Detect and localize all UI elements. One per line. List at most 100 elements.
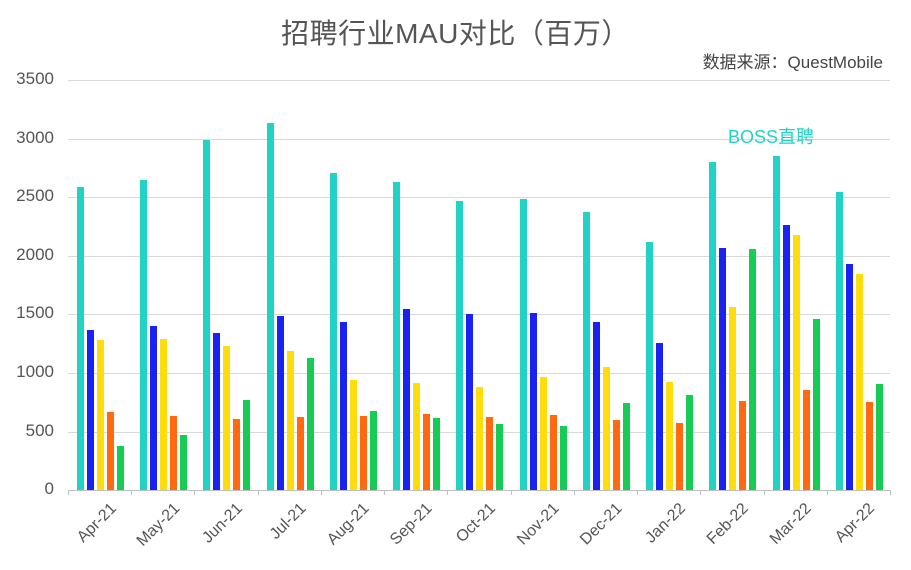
bar bbox=[369, 410, 377, 491]
x-tick-label: Jan-22 bbox=[642, 500, 689, 547]
x-tick-label: Sep-21 bbox=[387, 500, 436, 549]
bar bbox=[276, 316, 284, 491]
x-axis bbox=[68, 490, 890, 491]
bar bbox=[286, 350, 294, 491]
bar bbox=[519, 199, 527, 491]
y-tick-label: 500 bbox=[25, 420, 54, 440]
bar bbox=[223, 345, 231, 491]
bar bbox=[306, 357, 314, 491]
bar bbox=[835, 191, 843, 491]
y-tick-label: 1500 bbox=[16, 303, 54, 323]
bar bbox=[812, 319, 820, 491]
bar bbox=[150, 325, 158, 491]
x-tick bbox=[573, 490, 575, 495]
x-tick-label: Aug-21 bbox=[324, 500, 373, 549]
bar bbox=[676, 423, 684, 491]
bar bbox=[592, 322, 600, 491]
bar bbox=[466, 313, 474, 491]
bar bbox=[656, 343, 664, 491]
bar bbox=[140, 179, 148, 491]
bar bbox=[792, 234, 800, 491]
bar bbox=[456, 201, 464, 491]
bar bbox=[233, 419, 241, 491]
x-tick-label: Apr-21 bbox=[73, 500, 120, 546]
x-tick-label: Feb-22 bbox=[704, 500, 752, 548]
bar bbox=[539, 376, 547, 491]
bar bbox=[180, 434, 188, 491]
x-tick-label: Oct-21 bbox=[453, 500, 500, 546]
bar bbox=[496, 423, 504, 491]
y-tick-label: 1000 bbox=[16, 362, 54, 382]
chart-title: 招聘行业MAU对比（百万） bbox=[281, 18, 630, 49]
x-tick bbox=[763, 490, 765, 495]
y-tick-label: 3000 bbox=[16, 127, 54, 147]
bar bbox=[782, 224, 790, 491]
bar bbox=[266, 122, 274, 491]
bar bbox=[213, 333, 221, 491]
bar bbox=[622, 403, 630, 491]
bar bbox=[87, 329, 94, 491]
bar bbox=[117, 445, 124, 491]
gridline bbox=[68, 197, 890, 198]
x-tick-label: Nov-21 bbox=[513, 500, 563, 549]
x-tick-label: Apr-22 bbox=[832, 500, 879, 546]
x-tick bbox=[447, 490, 449, 495]
bar bbox=[612, 419, 620, 491]
bar bbox=[243, 399, 251, 491]
bar bbox=[203, 140, 211, 491]
bar bbox=[559, 426, 567, 491]
x-tick bbox=[700, 490, 702, 495]
bar bbox=[666, 381, 674, 491]
bar bbox=[749, 249, 757, 491]
bar bbox=[602, 366, 610, 491]
y-tick-label: 2000 bbox=[16, 244, 54, 264]
x-tick bbox=[194, 490, 196, 495]
bar bbox=[739, 401, 747, 491]
gridline bbox=[68, 80, 890, 81]
x-tick bbox=[510, 490, 512, 495]
x-tick bbox=[384, 490, 386, 495]
bar bbox=[296, 417, 304, 491]
bar bbox=[359, 416, 367, 491]
bar bbox=[875, 383, 883, 491]
bar bbox=[423, 414, 431, 491]
bar bbox=[393, 182, 401, 491]
bar bbox=[107, 411, 114, 491]
x-tick bbox=[637, 490, 639, 495]
bar bbox=[646, 241, 654, 491]
x-tick-label: Mar-22 bbox=[767, 500, 816, 548]
bar bbox=[413, 382, 421, 491]
bar bbox=[349, 379, 357, 491]
bar bbox=[772, 155, 780, 491]
data-source: 数据来源：QuestMobile bbox=[702, 53, 883, 72]
bar bbox=[403, 308, 411, 491]
bar bbox=[845, 263, 853, 491]
bar bbox=[729, 307, 737, 491]
x-tick bbox=[890, 490, 891, 495]
bar bbox=[686, 395, 694, 491]
x-tick-label: May-21 bbox=[133, 500, 183, 550]
bar bbox=[549, 415, 557, 491]
bar bbox=[486, 417, 494, 491]
x-tick bbox=[257, 490, 259, 495]
bar bbox=[855, 274, 863, 491]
x-tick bbox=[320, 490, 322, 495]
bar bbox=[802, 390, 810, 491]
x-tick bbox=[131, 490, 133, 495]
bar bbox=[160, 338, 168, 491]
x-tick bbox=[826, 490, 828, 495]
x-tick-label: Dec-21 bbox=[576, 500, 626, 549]
bar bbox=[170, 416, 178, 491]
x-tick-label: Jul-21 bbox=[266, 500, 310, 543]
gridline bbox=[68, 373, 890, 374]
bar bbox=[77, 187, 84, 491]
bar bbox=[329, 173, 337, 491]
y-tick-label: 3500 bbox=[16, 69, 54, 88]
bar bbox=[339, 322, 347, 491]
x-tick bbox=[68, 490, 69, 495]
gridline bbox=[68, 256, 890, 257]
bar bbox=[97, 339, 104, 491]
bar bbox=[709, 162, 717, 491]
bar bbox=[719, 248, 727, 491]
bar bbox=[433, 418, 441, 491]
